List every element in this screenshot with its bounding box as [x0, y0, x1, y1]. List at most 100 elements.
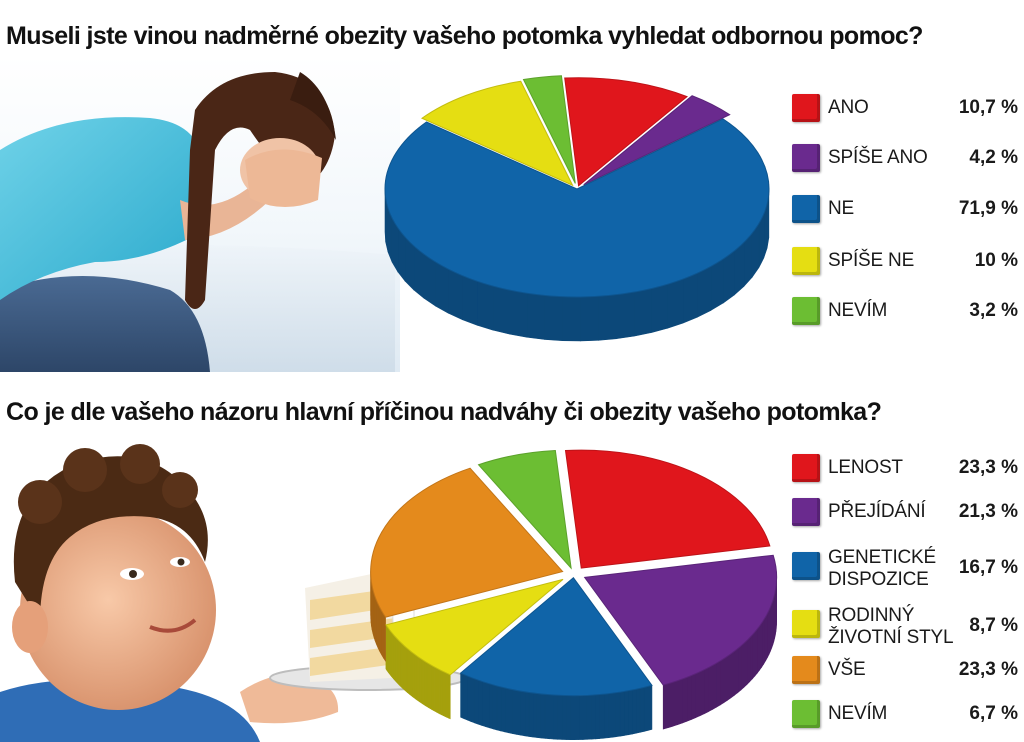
legend-value: 10 % [974, 250, 1018, 271]
pie-slice-side-geneticke-dispozice [632, 688, 637, 735]
pie-slice-side-prejidani [677, 678, 683, 726]
pie-slice-side-ne [580, 296, 599, 342]
pie-slice-side-geneticke-dispozice [528, 692, 534, 738]
legend-value: 8,7 % [969, 615, 1018, 636]
legend-item-ano: ANO 10,7 % [792, 94, 1020, 128]
pie-chart-svg [384, 75, 770, 342]
pie-slice-nevim [522, 75, 576, 184]
legend-label: NE [828, 198, 854, 219]
pie-slice-side-geneticke-dispozice [619, 691, 625, 737]
pie-slice-side-ne [435, 261, 449, 314]
pie-slice-side-geneticke-dispozice [474, 678, 479, 725]
legend-item-ne: NE 71,9 % [792, 195, 1020, 229]
pie-slice-side-ne [633, 288, 652, 337]
pie-slice-side-geneticke-dispozice [549, 694, 554, 740]
pie-slice-side-ne [448, 268, 463, 321]
pie-slice-side-prejidani [734, 647, 739, 696]
legend-label: VŠE [828, 659, 866, 680]
legend-label: SPÍŠE NE [828, 250, 915, 271]
pie-slice-side-geneticke-dispozice [516, 690, 521, 736]
pie-slice-side-prejidani [759, 622, 763, 671]
pie-slice-side-geneticke-dispozice [607, 692, 613, 739]
pie-slice-lenost [564, 449, 771, 569]
pie-slice-side-geneticke-dispozice [553, 694, 559, 740]
pie-slice-side-ne [598, 294, 617, 341]
pie-slice-side-geneticke-dispozice [508, 688, 513, 734]
legend-swatch [792, 94, 820, 122]
pie-slice-side-prejidani [723, 655, 728, 704]
pie-slice-side-prejidani [730, 650, 735, 699]
pie-slice-side-prejidani [737, 645, 742, 694]
pie-slice-side-prejidani [754, 628, 758, 677]
pie-depth [384, 183, 770, 342]
legend-item-vse: VŠE 23,3 % [792, 656, 1020, 690]
pie-slice-side-ne [710, 258, 724, 311]
legend-swatch [792, 700, 820, 728]
legend-value: 71,9 % [958, 198, 1018, 219]
pie-slice-side-prejidani [662, 683, 669, 730]
pie-slice-side-geneticke-dispozice [496, 685, 502, 732]
pie-slice-side-prejidani [699, 669, 705, 717]
pie-slice-side-geneticke-dispozice [557, 694, 563, 740]
pie-slice-side-geneticke-dispozice [463, 674, 468, 721]
pie-slice-side-ne [682, 272, 698, 324]
pie-slice-side-geneticke-dispozice [467, 675, 472, 722]
legend-item-spise-ne: SPÍŠE NE 10 % [792, 247, 1020, 281]
pie-slice-side-prejidani [752, 631, 756, 680]
pie-slice-side-ne [562, 296, 581, 342]
legend-value: 6,7 % [969, 703, 1018, 724]
legend-label: NEVÍM [828, 703, 888, 724]
legend-value: 3,2 % [969, 300, 1018, 321]
pie-slice-side-geneticke-dispozice [536, 693, 542, 739]
legend-swatch [792, 610, 820, 638]
pie-slice-side-geneticke-dispozice [544, 694, 550, 740]
pie-slice-side-prejidani [740, 642, 745, 691]
pie-slice-side-geneticke-dispozice [582, 695, 588, 740]
pie-slice-side-vse [381, 609, 384, 659]
pie-slice-side-prejidani [727, 653, 732, 701]
pie-slice-side-prejidani [746, 636, 751, 686]
legend-label: LENOST [828, 457, 903, 478]
pie-slice-side-geneticke-dispozice [477, 679, 483, 726]
pie-slice-side-prejidani [712, 662, 717, 710]
pie-slice-side-geneticke-dispozice [578, 695, 584, 740]
pie-slice-side-geneticke-dispozice [470, 677, 475, 724]
pie-slice-side-geneticke-dispozice [643, 685, 649, 732]
pie-slice-side-ne [462, 275, 478, 326]
pie-slice-side-ne [722, 250, 735, 304]
pie-slice-side-geneticke-dispozice [624, 690, 629, 736]
pie-slice-side-geneticke-dispozice [524, 691, 530, 737]
pie-slice-spise-ne [420, 80, 574, 187]
question-title: Co je dle vašeho názoru hlavní příčinou … [6, 398, 882, 426]
pie-slice-side-geneticke-dispozice [532, 692, 538, 738]
woman-photo [0, 56, 400, 372]
pie-slice-side-ne [650, 283, 668, 334]
pie-slice-side-geneticke-dispozice [460, 672, 465, 720]
legend-label: PŘEJÍDÁNÍ [828, 501, 926, 522]
pie-slice-side-geneticke-dispozice [561, 695, 567, 740]
pie-slice-side-geneticke-dispozice [591, 694, 596, 740]
pie-slice-side-geneticke-dispozice [628, 689, 633, 736]
legend-swatch [792, 297, 820, 325]
pie-slice-side-prejidani [757, 625, 760, 674]
pie-slice-ne [384, 118, 770, 298]
legend-swatch [792, 656, 820, 684]
pie-slice-side-prejidani [667, 681, 674, 729]
pie-slice-ano [564, 77, 688, 187]
pie-slice-side-prejidani [708, 664, 713, 713]
pie-slice-side-prejidani [716, 660, 721, 708]
pie-slice-side-rodinny-zivotni-styl [385, 623, 388, 672]
pie-slice-side-geneticke-dispozice [574, 695, 580, 740]
pie-slice-side-geneticke-dispozice [485, 682, 490, 729]
pie-slice-side-ne [526, 292, 545, 340]
pie-slice-side-geneticke-dispozice [489, 683, 494, 730]
legend-item-prejidani: PŘEJÍDÁNÍ 21,3 % [792, 498, 1020, 532]
pie-chart-svg [370, 449, 778, 740]
pie-slice-side-geneticke-dispozice [492, 684, 498, 731]
pie-slice-side-vse [383, 612, 386, 663]
pie-slice-rodinny-zivotni-styl [385, 578, 564, 676]
pie-slice-side-ne [544, 295, 563, 342]
pie-slice-side-geneticke-dispozice [570, 695, 575, 740]
pie-slice-side-geneticke-dispozice [500, 686, 506, 733]
pie-slice-side-prejidani [703, 667, 709, 715]
